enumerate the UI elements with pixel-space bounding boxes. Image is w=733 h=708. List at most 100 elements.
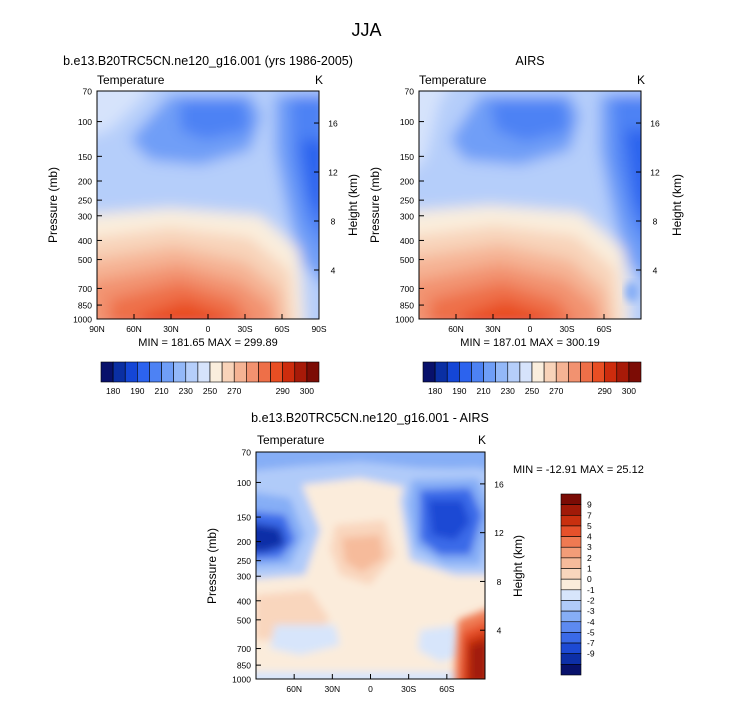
panel-obs-y-tick-label: 100 [400,117,414,127]
panel-diff-y-tick-label: 250 [237,556,251,566]
panel-model-height-ticks: 16 12 8 4 [314,119,338,276]
colorbar-swatch [459,361,472,383]
panel-diff-y-ticks: 70 100 150 200 250 300 400 500 700 850 1000 [232,448,261,685]
panel-obs-height-ticks: 16 12 8 4 [636,119,660,276]
colorbar-swatch [246,361,259,383]
panel-model-y-tick-label: 700 [78,284,92,294]
panel-obs-y-tick-label: 250 [400,196,414,206]
diff-colorbar-label: 4 [587,532,592,542]
panel-diff-x-tick-label: 30S [401,684,416,694]
panel-diff-y-tick-label: 100 [237,478,251,488]
colorbar-label: 290 [598,386,612,396]
panel-diff-height-ticks: 16 12 8 4 [480,479,504,636]
panel-diff-height-tick-label: 16 [494,479,504,489]
temperature-colorbar-right: 180 190 210 230 250 270 290 300 [422,361,642,396]
diff-colorbar-swatch [560,525,582,537]
colorbar-swatch [282,361,296,383]
panel-model-height-tick-label: 4 [331,266,336,276]
panel-diff-y-tick-label: 500 [237,615,251,625]
diff-colorbar-label: 2 [587,553,592,563]
panel-diff-y-tick-label: 200 [237,537,251,547]
panel-obs-x-tick-label: 60N [448,324,464,334]
colorbar-swatch [149,361,162,383]
colorbar-swatch [185,361,199,383]
panel-obs-y2label: Height (km) [670,174,684,236]
panel-diff-right-label: K [478,433,486,447]
panel-model-x-tick-label: 60S [274,324,289,334]
panel-model-x-tick-label: 90N [89,324,105,334]
colorbar-label: 250 [525,386,539,396]
colorbar-label: 210 [476,386,490,396]
panel-diff-title: b.e13.B20TRC5CN.ne120_g16.001 - AIRS [251,411,489,425]
panel-diff-x-ticks: 60N 30N 0 30S 60S [286,674,455,694]
panel-diff-height-tick-label: 4 [497,626,502,636]
panel-model-left-label: Temperature [97,73,165,87]
diff-colorbar-swatch [560,600,582,612]
colorbar-swatch [495,361,509,383]
colorbar-label: 250 [203,386,217,396]
diff-colorbar-swatch [560,621,582,633]
panel-model-height-tick-label: 8 [331,217,336,227]
colorbar-swatch [258,361,271,383]
panel-model-y-tick-label: 500 [78,255,92,265]
panel-model-y-tick-label: 300 [78,211,92,221]
diff-colorbar-swatch [560,557,582,569]
panel-obs-x-tick-label: 0 [528,324,533,334]
panel-diff: b.e13.B20TRC5CN.ne120_g16.001 - AIRS Tem… [205,411,644,694]
panel-diff-left-label: Temperature [257,433,325,447]
panel-model-y-tick-label: 100 [78,117,92,127]
figure-title: JJA [351,20,381,40]
colorbar-swatch [209,361,223,383]
panel-diff-y-tick-label: 300 [237,572,251,582]
diff-colorbar-label: 7 [587,510,592,520]
panel-obs-right-label: K [637,73,645,87]
colorbar-swatch [446,361,460,383]
colorbar-swatch [112,361,126,383]
colorbar-swatch [592,361,605,383]
colorbar-label: 190 [452,386,466,396]
panel-model: b.e13.B20TRC5CN.ne120_g16.001 (yrs 1986-… [46,54,360,349]
panel-obs-y-tick-label: 850 [400,301,414,311]
diff-colorbar-swatch [560,653,582,665]
colorbar-label: 180 [428,386,442,396]
panel-diff-stats: MIN = -12.91 MAX = 25.12 [513,464,644,476]
diff-colorbar-swatch [560,514,582,527]
panel-model-x-tick-label: 30N [163,324,179,334]
panel-diff-x-tick-label: 30N [325,684,341,694]
diff-colorbar-swatch [560,610,582,623]
panel-obs-ylabel: Pressure (mb) [368,167,382,243]
panel-obs-height-tick-label: 8 [653,217,658,227]
colorbar-swatch [616,361,630,383]
colorbar-label: 270 [227,386,241,396]
colorbar-label: 270 [549,386,563,396]
colorbar-swatch [555,361,569,383]
diff-colorbar-label: -5 [587,627,595,637]
colorbar-swatch [471,361,484,383]
diff-colorbar-label: -4 [587,617,595,627]
colorbar-swatch [161,361,174,383]
colorbar-swatch [519,361,533,383]
panel-model-contour-field [97,91,319,319]
panel-obs-height-tick-label: 4 [653,266,658,276]
panel-diff-x-tick-label: 60S [439,684,454,694]
panel-obs-height-tick-label: 16 [650,119,660,129]
colorbar-swatch [100,361,114,383]
colorbar-label: 190 [130,386,144,396]
diff-colorbar-label: -1 [587,585,595,595]
panel-model-y-tick-label: 70 [83,87,93,97]
panel-obs-y-ticks: 70 100 150 200 250 300 400 500 700 850 1000 [395,87,424,325]
panel-obs-x-ticks: 60N 30N 0 30S 60S [448,314,612,334]
panel-obs-y-tick-label: 700 [400,284,414,294]
colorbar-label: 230 [179,386,193,396]
diff-colorbar-label: -7 [587,638,595,648]
diff-colorbar-swatch [560,546,582,559]
panel-model-height-tick-label: 16 [328,119,338,129]
panel-diff-y-tick-label: 700 [237,644,251,654]
panel-model-title: b.e13.B20TRC5CN.ne120_g16.001 (yrs 1986-… [63,54,353,68]
diff-colorbar-swatch [560,504,582,516]
diff-colorbar-swatch [560,642,582,655]
colorbar-label: 210 [154,386,168,396]
colorbar-swatch [531,361,545,383]
